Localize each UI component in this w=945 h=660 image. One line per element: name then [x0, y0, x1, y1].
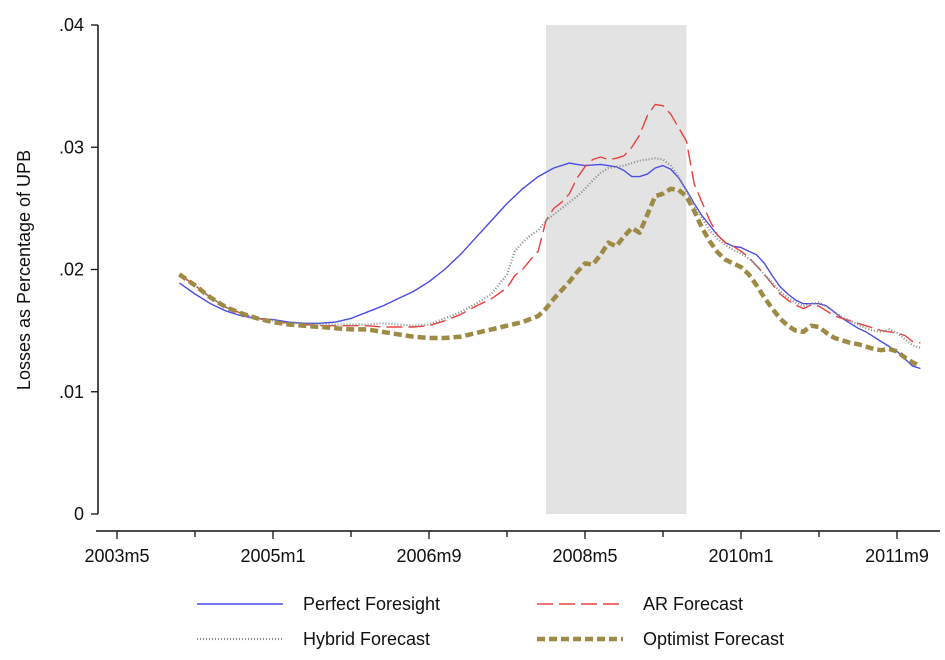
axis-labels: Losses as Percentage of UPB: [14, 150, 34, 390]
y-tick-label: .02: [59, 260, 84, 280]
x-tick-label: 2008m5: [552, 546, 617, 566]
hybrid-forecast-line: [178, 157, 921, 349]
y-tick-label: .01: [59, 382, 84, 402]
y-axis-title: Losses as Percentage of UPB: [14, 150, 34, 390]
optimist-forecast-line: [178, 186, 922, 369]
series-lines: [178, 103, 922, 370]
x-tick-label: 2005m1: [240, 546, 305, 566]
x-tick-label: 2006m9: [396, 546, 461, 566]
y-tick-label: .03: [59, 137, 84, 157]
ar-forecast-line: [178, 103, 921, 344]
legend-label-optimist-forecast: Optimist Forecast: [643, 629, 784, 649]
legend-label-perfect-foresight: Perfect Foresight: [303, 594, 440, 614]
recession-shaded-region: [546, 25, 687, 514]
x-tick-label: 2003m5: [84, 546, 149, 566]
x-tick-label: 2011m9: [865, 546, 929, 566]
perfect-foresight-line: [178, 162, 921, 370]
legend-label-ar-forecast: AR Forecast: [643, 594, 743, 614]
legend: Perfect Foresight AR Forecast Hybrid Forec…: [197, 594, 784, 649]
y-tick-label: .04: [59, 15, 84, 35]
recession-shade-layer: [546, 25, 687, 514]
x-tick-label: 2010m1: [708, 546, 773, 566]
axes: 2003m5 2005m1 2006m9 2008m5 2010m1 2011m9 0 .01…: [59, 15, 940, 566]
y-tick-label: 0: [74, 504, 84, 524]
legend-label-hybrid-forecast: Hybrid Forecast: [303, 629, 430, 649]
